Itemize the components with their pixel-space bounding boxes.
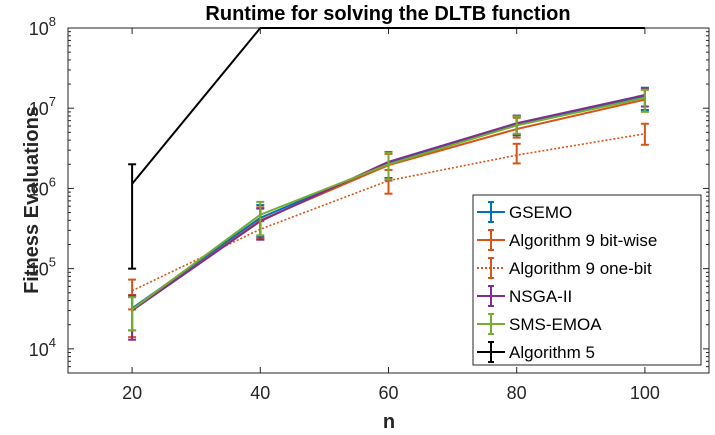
legend: GSEMO Algorithm 9 bit-wise Algorithm 9 one… [472, 194, 702, 366]
legend-item: GSEMO [477, 201, 572, 223]
axes: 20 40 60 80 100 104 105 106 107 108 [29, 14, 710, 403]
legend-label: Algorithm 5 [509, 343, 595, 362]
x-tick-label: 20 [122, 383, 142, 403]
legend-label: SMS-EMOA [509, 315, 602, 334]
legend-item: Algorithm 5 [477, 341, 595, 363]
y-tick-label: 108 [29, 14, 56, 39]
x-axis-label: n [383, 411, 395, 433]
x-tick-label: 40 [250, 383, 270, 403]
series-line [131, 27, 645, 185]
legend-label: Algorithm 9 bit-wise [509, 231, 657, 250]
series-sms-emoa [128, 88, 649, 332]
legend-label: GSEMO [509, 203, 572, 222]
y-axis-label: Fitness Evaluations [21, 106, 43, 294]
legend-box [472, 194, 702, 366]
legend-item: NSGA-II [477, 285, 572, 307]
series-algorithm-5 [128, 27, 645, 270]
x-tick-label: 60 [378, 383, 398, 403]
series-line [131, 132, 646, 292]
legend-item: Algorithm 9 bit-wise [477, 229, 657, 251]
chart-title: Runtime for solving the DLTB function [205, 3, 570, 25]
legend-label: Algorithm 9 one-bit [509, 259, 652, 278]
y-tick-label: 107 [29, 94, 56, 119]
legend-item: Algorithm 9 one-bit [477, 257, 652, 279]
x-tick-label: 80 [507, 383, 527, 403]
x-tick-label: 100 [630, 383, 660, 403]
y-tick-label: 105 [29, 255, 56, 280]
legend-label: NSGA-II [509, 287, 572, 306]
series-layer [128, 27, 649, 341]
y-tick-label: 104 [29, 335, 56, 360]
y-tick-label: 106 [29, 174, 56, 199]
legend-item: SMS-EMOA [477, 313, 602, 335]
